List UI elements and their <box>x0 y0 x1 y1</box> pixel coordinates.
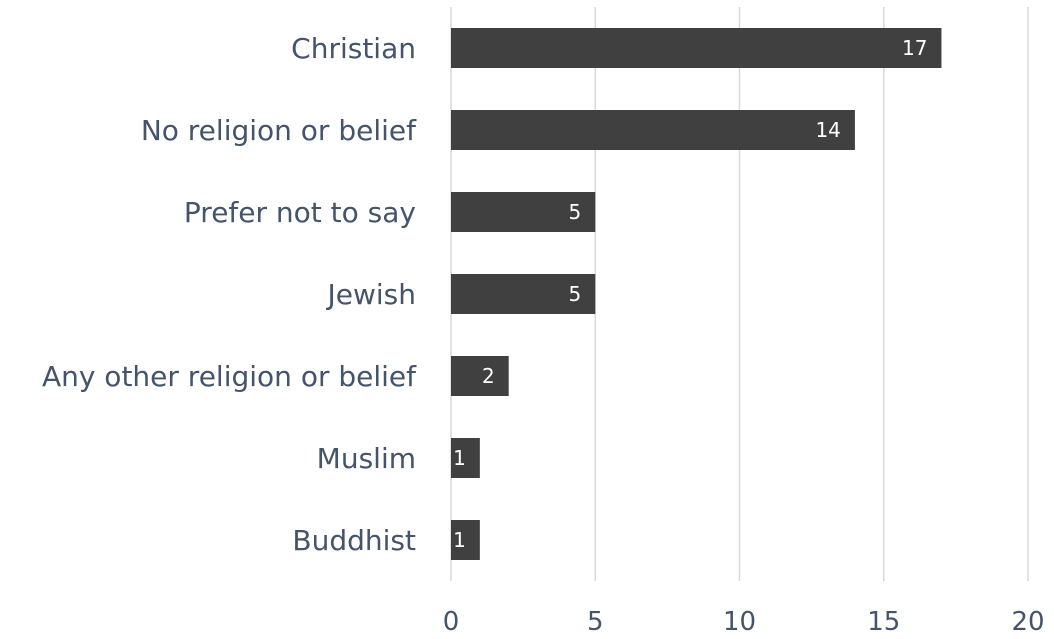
gridlines <box>450 7 1029 581</box>
data-label: 2 <box>482 364 495 388</box>
category-label: Christian <box>291 32 416 65</box>
bar <box>451 274 596 314</box>
category-label: Any other religion or belief <box>42 360 417 393</box>
category-label: Buddhist <box>292 524 416 557</box>
bar <box>451 520 480 560</box>
data-label: 5 <box>569 282 582 306</box>
x-axis-tick-labels: 0 5 10 15 20 <box>443 607 1045 637</box>
category-label: No religion or belief <box>141 114 417 147</box>
category-label: Prefer not to say <box>184 196 416 229</box>
x-tick-label: 10 <box>723 607 756 637</box>
data-label: 1 <box>453 446 466 470</box>
category-label: Jewish <box>326 278 417 311</box>
bars: 17 14 5 5 2 1 1 <box>451 28 942 560</box>
x-tick-label: 20 <box>1011 607 1044 637</box>
bar <box>451 356 509 396</box>
x-tick-label: 5 <box>587 607 604 637</box>
data-label: 17 <box>902 36 927 60</box>
bar <box>451 28 942 68</box>
bar <box>451 438 480 478</box>
category-label: Muslim <box>317 442 416 475</box>
data-label: 14 <box>815 118 840 142</box>
data-label: 5 <box>569 200 582 224</box>
data-label: 1 <box>453 528 466 552</box>
category-labels: Christian No religion or belief Prefer not… <box>42 32 417 557</box>
bar <box>451 192 596 232</box>
x-tick-label: 15 <box>867 607 900 637</box>
bar <box>451 110 855 150</box>
x-tick-label: 0 <box>443 607 460 637</box>
